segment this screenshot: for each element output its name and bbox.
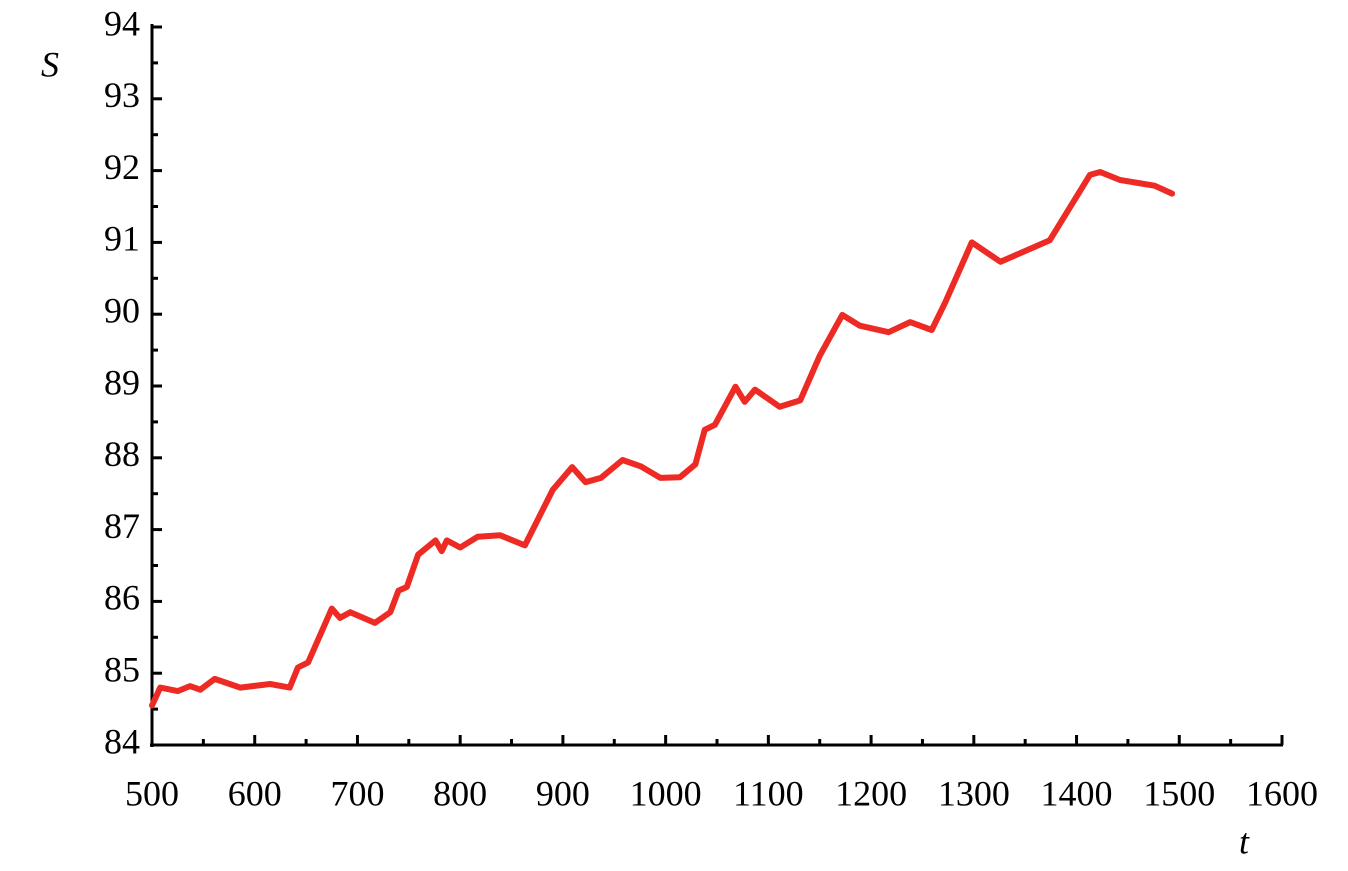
y-tick-label: 84 bbox=[104, 721, 140, 761]
y-tick-label: 90 bbox=[104, 290, 140, 330]
x-tick-label: 1000 bbox=[630, 773, 702, 813]
x-tick-label: 1100 bbox=[733, 773, 804, 813]
x-tick-label: 1400 bbox=[1041, 773, 1113, 813]
x-tick-label: 700 bbox=[330, 773, 384, 813]
y-tick-label: 87 bbox=[104, 506, 140, 546]
x-tick-label: 600 bbox=[228, 773, 282, 813]
data-line bbox=[149, 169, 1176, 709]
y-tick-label: 86 bbox=[104, 578, 140, 618]
y-axis-label: S bbox=[41, 44, 59, 84]
y-tick-label: 91 bbox=[104, 219, 140, 259]
y-tick-label: 93 bbox=[104, 75, 140, 115]
x-tick-label: 500 bbox=[125, 773, 179, 813]
x-tick-label: 800 bbox=[433, 773, 487, 813]
y-tick-label: 89 bbox=[104, 362, 140, 402]
x-tick-label: 1500 bbox=[1143, 773, 1215, 813]
x-axis-label: t bbox=[1239, 821, 1250, 861]
x-tick-label: 1300 bbox=[938, 773, 1010, 813]
y-tick-label: 92 bbox=[104, 147, 140, 187]
x-tick-label: 1200 bbox=[835, 773, 907, 813]
y-tick-label: 94 bbox=[104, 3, 140, 43]
y-tick-label: 88 bbox=[104, 434, 140, 474]
x-tick-label: 1600 bbox=[1246, 773, 1318, 813]
y-tick-label: 85 bbox=[104, 649, 140, 689]
x-tick-label: 900 bbox=[536, 773, 590, 813]
